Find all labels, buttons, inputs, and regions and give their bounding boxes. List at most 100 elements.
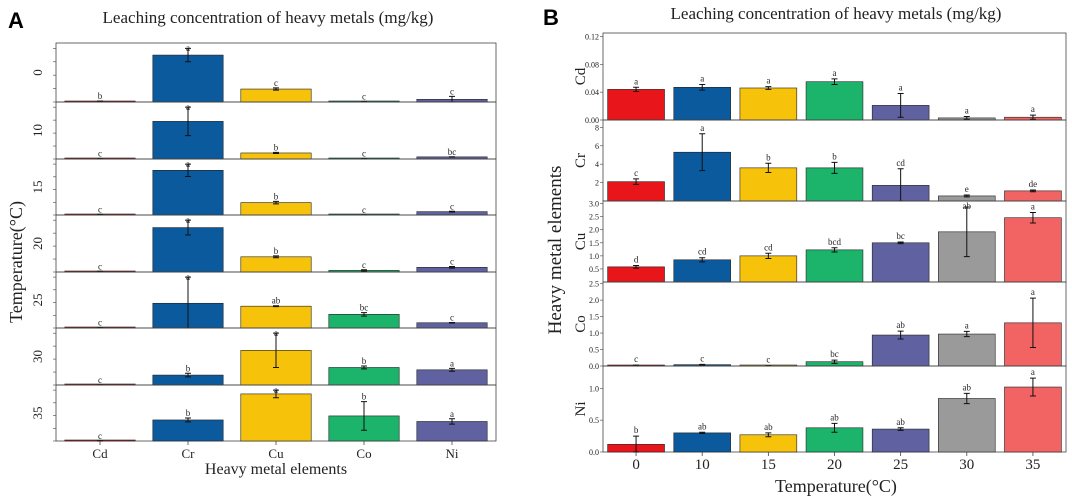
significance-letter: c — [766, 355, 770, 365]
bar-cd-15 — [739, 87, 798, 121]
significance-letter: c — [362, 91, 366, 101]
significance-letter: ab — [896, 417, 905, 427]
significance-letter: ab — [963, 382, 972, 392]
subplot-label: 25 — [30, 294, 45, 307]
error-bar — [699, 133, 706, 172]
y-tick-label: 2.0 — [589, 296, 599, 305]
significance-letter: a — [766, 76, 770, 86]
subplot-temp-0: 0 b a c c c — [30, 42, 497, 103]
significance-letter: bc — [896, 231, 905, 241]
x-tick-label: 0 — [632, 457, 640, 473]
error-bar — [897, 330, 904, 340]
panel-b-y-axis-title: Heavy metal elements — [545, 166, 566, 335]
error-bar — [449, 210, 455, 213]
y-tick-label: 0.04 — [585, 88, 599, 97]
y-tick-label: 0.00 — [585, 116, 599, 125]
y-tick-label: 0.5 — [589, 265, 599, 274]
subplot-temp-30: 30 c b a b a — [30, 327, 497, 386]
subplot-label: Cd — [573, 67, 589, 85]
subplot-label: 10 — [30, 124, 45, 137]
significance-letter: a — [700, 74, 704, 84]
subplot-label: 0 — [30, 69, 45, 76]
bar-cu-20 — [805, 249, 864, 283]
y-tick-label: 1.5 — [589, 239, 599, 248]
subplot-co: Co 2.5 2.0 1.5 1.0 0.5 0.0 c c c bc ab a a — [573, 280, 1067, 371]
x-tick-label: 15 — [761, 457, 776, 473]
significance-letter: a — [274, 328, 278, 338]
error-bar — [765, 86, 772, 90]
significance-letter: c — [98, 317, 102, 327]
error-bar — [273, 151, 279, 155]
significance-letter: c — [450, 201, 454, 211]
error-bar — [963, 206, 970, 258]
significance-letter: b — [634, 425, 639, 435]
error-bar — [831, 359, 838, 364]
significance-letter: a — [274, 385, 278, 395]
subplot-label: Co — [573, 315, 589, 333]
error-bar — [1029, 377, 1036, 397]
panel-b-x-axis-title: Temperature(°C) — [775, 476, 897, 497]
significance-letter: c — [362, 149, 366, 159]
error-bar — [1029, 114, 1036, 120]
significance-letter: ab — [272, 296, 281, 306]
subplot-label: Cu — [573, 232, 589, 250]
subplot-temp-15: 15 c a b c c — [30, 158, 497, 216]
bar-ni-30 — [416, 369, 488, 386]
y-tick-label: 2.5 — [589, 213, 599, 222]
significance-letter: c — [98, 431, 102, 441]
error-bar — [185, 372, 191, 378]
significance-letter: c — [362, 205, 366, 215]
significance-letter: ab — [698, 421, 707, 431]
bar-cu-15 — [240, 202, 312, 216]
subplot-temp-20: 20 c a b c c — [30, 214, 497, 273]
significance-letter: c — [450, 256, 454, 266]
y-tick-label: 0.5 — [589, 346, 599, 355]
significance-letter: a — [965, 320, 969, 330]
bar-ni-10 — [673, 432, 731, 453]
y-tick-label: 4 — [595, 160, 599, 169]
bar-cu-25 — [240, 305, 312, 329]
significance-letter: a — [965, 106, 969, 116]
y-tick-label: 0.08 — [585, 60, 599, 69]
bar-cu-20 — [240, 256, 312, 273]
significance-letter: a — [450, 409, 454, 419]
error-bar — [897, 241, 904, 245]
error-bar — [765, 432, 772, 438]
bar-ni-15 — [739, 434, 798, 453]
significance-letter: b — [186, 363, 191, 373]
error-bar — [831, 247, 838, 253]
bar-cd-20 — [805, 81, 864, 121]
error-bar — [963, 194, 970, 198]
error-bar — [963, 330, 970, 338]
error-bar — [449, 265, 455, 269]
significance-letter: a — [450, 358, 454, 368]
error-bar — [699, 363, 706, 366]
significance-letter: ab — [896, 320, 905, 330]
error-bar — [963, 116, 970, 120]
x-tick-label: Cd — [92, 446, 108, 461]
error-bar — [273, 389, 279, 399]
error-bar — [897, 427, 904, 431]
bar-co-30 — [328, 367, 400, 386]
significance-letter: a — [1031, 201, 1035, 211]
error-bar — [765, 162, 772, 173]
significance-letter: b — [832, 151, 837, 161]
subplot-label: 35 — [30, 407, 45, 420]
bar-cu-35 — [1004, 217, 1062, 283]
significance-letter: b — [766, 152, 771, 162]
subplot-temp-35: 35 c b a b a — [30, 384, 497, 442]
subplot-cu: Cu 3.0 2.5 2.0 1.5 1.0 0.5 d cd cd bcd bc ab a — [573, 200, 1067, 283]
significance-letter: de — [1029, 179, 1038, 189]
y-tick-label: 1.5 — [589, 313, 599, 322]
y-tick-label: 0.12 — [585, 32, 599, 41]
error-bar — [185, 106, 191, 137]
x-tick-label: 10 — [695, 457, 710, 473]
subplot-label: Ni — [573, 402, 589, 417]
x-tick-label: 20 — [827, 457, 842, 473]
bar-ni-35 — [1004, 386, 1062, 453]
panel-a: A Leaching concentration of heavy metals… — [6, 8, 497, 478]
error-bar — [185, 163, 191, 178]
panel-a-title: Leaching concentration of heavy metals (… — [103, 8, 434, 27]
